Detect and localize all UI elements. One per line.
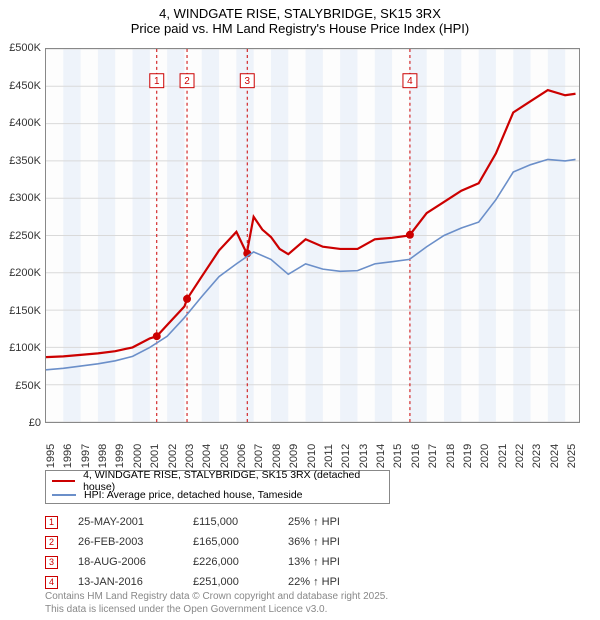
sale-price: £251,000 (193, 576, 288, 588)
y-tick-label: £250K (0, 230, 41, 242)
y-tick-label: £200K (0, 267, 41, 279)
y-tick-label: £100K (0, 342, 41, 354)
x-tick-label: 1996 (62, 444, 74, 468)
x-tick-label: 2024 (549, 444, 561, 468)
sale-price: £226,000 (193, 556, 288, 568)
sale-delta: 22% ↑ HPI (288, 576, 383, 588)
sale-marker-box: 1 (45, 516, 58, 529)
y-tick-label: £500K (0, 42, 41, 54)
y-tick-label: £0 (0, 417, 41, 429)
legend-label: HPI: Average price, detached house, Tame… (84, 489, 303, 501)
x-tick-label: 1995 (45, 444, 57, 468)
sale-row: 2 26-FEB-2003£165,00036% ↑ HPI (45, 532, 383, 552)
x-tick-label: 2007 (253, 444, 265, 468)
sale-marker-box: 4 (45, 576, 58, 589)
plot-area: 1 2 3 4 (45, 48, 580, 423)
sale-delta: 13% ↑ HPI (288, 556, 383, 568)
y-tick-label: £350K (0, 155, 41, 167)
footer-line1: Contains HM Land Registry data © Crown c… (45, 591, 388, 604)
title-line2: Price paid vs. HM Land Registry's House … (0, 21, 600, 36)
sale-marker-box: 2 (45, 536, 58, 549)
sale-date: 25-MAY-2001 (78, 516, 193, 528)
x-tick-label: 2009 (288, 444, 300, 468)
sale-row: 3 18-AUG-2006£226,00013% ↑ HPI (45, 552, 383, 572)
sale-delta: 25% ↑ HPI (288, 516, 383, 528)
x-tick-label: 2002 (167, 444, 179, 468)
x-tick-label: 2016 (410, 444, 422, 468)
x-tick-label: 2000 (132, 444, 144, 468)
svg-text:1: 1 (154, 76, 160, 87)
footer: Contains HM Land Registry data © Crown c… (45, 591, 388, 616)
y-axis: £0£50K£100K£150K£200K£250K£300K£350K£400… (0, 48, 43, 423)
legend: 4, WINDGATE RISE, STALYBRIDGE, SK15 3RX … (45, 470, 390, 504)
x-tick-label: 2021 (497, 444, 509, 468)
x-tick-label: 2015 (392, 444, 404, 468)
x-tick-label: 2017 (427, 444, 439, 468)
x-tick-label: 1999 (114, 444, 126, 468)
x-tick-label: 2010 (306, 444, 318, 468)
x-tick-label: 2023 (531, 444, 543, 468)
plot-svg: 1 2 3 4 (46, 49, 579, 422)
sale-price: £115,000 (193, 516, 288, 528)
y-tick-label: £150K (0, 305, 41, 317)
x-tick-label: 2011 (323, 444, 335, 468)
sale-date: 13-JAN-2016 (78, 576, 193, 588)
x-tick-label: 2004 (201, 444, 213, 468)
x-tick-label: 2018 (445, 444, 457, 468)
x-tick-label: 1997 (80, 444, 92, 468)
svg-text:4: 4 (407, 76, 413, 87)
y-tick-label: £400K (0, 117, 41, 129)
x-tick-label: 2022 (514, 444, 526, 468)
sale-date: 26-FEB-2003 (78, 536, 193, 548)
sale-delta: 36% ↑ HPI (288, 536, 383, 548)
sale-row: 4 13-JAN-2016£251,00022% ↑ HPI (45, 572, 383, 592)
x-tick-label: 2020 (479, 444, 491, 468)
svg-text:2: 2 (184, 76, 190, 87)
legend-row: 4, WINDGATE RISE, STALYBRIDGE, SK15 3RX … (52, 474, 383, 488)
sale-row: 1 25-MAY-2001£115,00025% ↑ HPI (45, 512, 383, 532)
x-tick-label: 2012 (340, 444, 352, 468)
x-tick-label: 2003 (184, 444, 196, 468)
y-tick-label: £300K (0, 192, 41, 204)
x-axis: 1995 1996 1997 1998 1999 2000 2001 2002 2003 2004… (45, 426, 580, 466)
x-tick-label: 2008 (271, 444, 283, 468)
sale-marker-box: 3 (45, 556, 58, 569)
legend-swatch (52, 480, 75, 482)
legend-swatch (52, 494, 76, 496)
x-tick-label: 2025 (566, 444, 578, 468)
footer-line2: This data is licensed under the Open Gov… (45, 604, 388, 617)
x-tick-label: 2005 (219, 444, 231, 468)
y-tick-label: £50K (0, 380, 41, 392)
x-tick-label: 2006 (236, 444, 248, 468)
x-tick-label: 2001 (149, 444, 161, 468)
x-tick-label: 1998 (97, 444, 109, 468)
sale-date: 18-AUG-2006 (78, 556, 193, 568)
title-line1: 4, WINDGATE RISE, STALYBRIDGE, SK15 3RX (0, 6, 600, 21)
x-tick-label: 2014 (375, 444, 387, 468)
sales-table: 1 25-MAY-2001£115,00025% ↑ HPI 2 26-FEB-200… (45, 512, 383, 592)
y-tick-label: £450K (0, 80, 41, 92)
title-block: 4, WINDGATE RISE, STALYBRIDGE, SK15 3RX … (0, 0, 600, 36)
sale-price: £165,000 (193, 536, 288, 548)
x-tick-label: 2013 (358, 444, 370, 468)
chart-container: 4, WINDGATE RISE, STALYBRIDGE, SK15 3RX … (0, 0, 600, 620)
x-tick-label: 2019 (462, 444, 474, 468)
svg-text:3: 3 (244, 76, 250, 87)
